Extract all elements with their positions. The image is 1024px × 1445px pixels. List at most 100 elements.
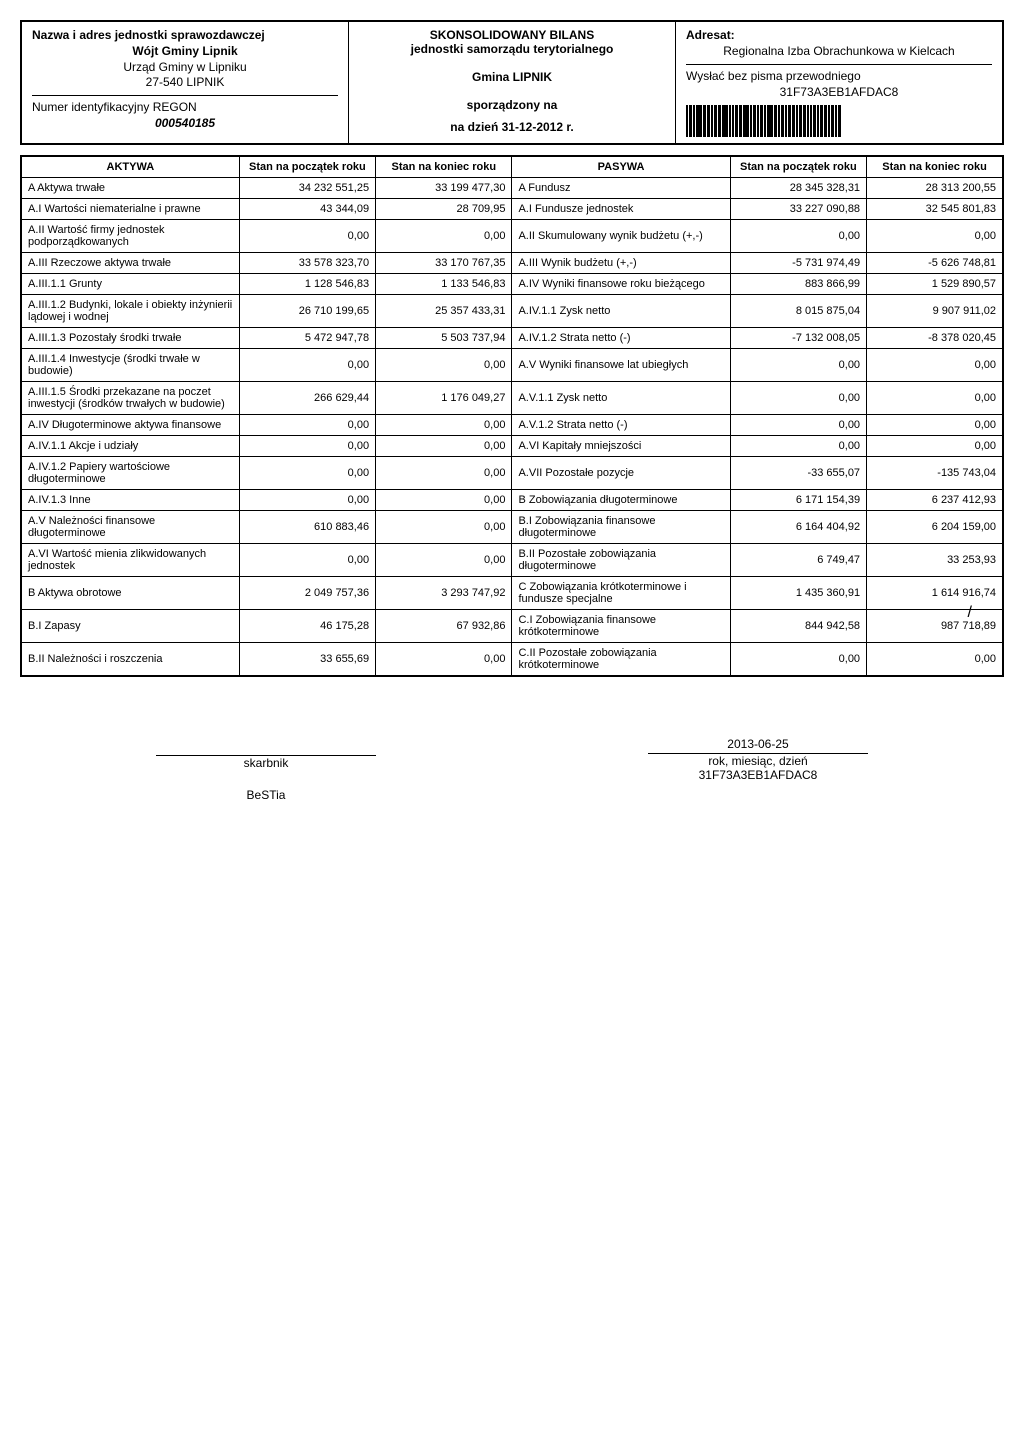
cell-aktywa-pocz: 33 655,69 bbox=[239, 643, 375, 677]
th-pasywa: PASYWA bbox=[512, 156, 730, 178]
cell-pasywa-label: B Zobowiązania długoterminowe bbox=[512, 490, 730, 511]
cell-aktywa-pocz: 266 629,44 bbox=[239, 382, 375, 415]
cell-aktywa-label: A.III.1.3 Pozostały środki trwałe bbox=[21, 328, 239, 349]
cell-pasywa-kon: 28 313 200,55 bbox=[867, 178, 1003, 199]
table-row: A.III Rzeczowe aktywa trwałe33 578 323,7… bbox=[21, 253, 1003, 274]
cell-aktywa-pocz: 43 344,09 bbox=[239, 199, 375, 220]
cell-aktywa-label: A.V Należności finansowe długoterminowe bbox=[21, 511, 239, 544]
cell-pasywa-label: A.IV.1.1 Zysk netto bbox=[512, 295, 730, 328]
cell-aktywa-pocz: 26 710 199,65 bbox=[239, 295, 375, 328]
header-left: Nazwa i adres jednostki sprawozdawczej W… bbox=[22, 22, 349, 143]
cell-pasywa-pocz: 883 866,99 bbox=[730, 274, 866, 295]
cell-aktywa-label: B.II Należności i roszczenia bbox=[21, 643, 239, 677]
table-row: B.II Należności i roszczenia33 655,690,0… bbox=[21, 643, 1003, 677]
cell-aktywa-pocz: 0,00 bbox=[239, 349, 375, 382]
cell-pasywa-kon: 6 237 412,93 bbox=[867, 490, 1003, 511]
skarbnik-label: skarbnik bbox=[156, 756, 376, 770]
cell-aktywa-pocz: 34 232 551,25 bbox=[239, 178, 375, 199]
cell-pasywa-kon: 0,00 bbox=[867, 643, 1003, 677]
footer-left: skarbnik BeSTia bbox=[156, 737, 376, 802]
th-stanpocz-a: Stan na początek roku bbox=[239, 156, 375, 178]
cell-aktywa-pocz: 0,00 bbox=[239, 457, 375, 490]
table-row: A.II Wartość firmy jednostek podporządko… bbox=[21, 220, 1003, 253]
cell-aktywa-label: A.III.1.4 Inwestycje (środki trwałe w bu… bbox=[21, 349, 239, 382]
regon-value: 000540185 bbox=[32, 116, 338, 130]
adresat-value: Regionalna Izba Obrachunkowa w Kielcach bbox=[686, 44, 992, 58]
adresat-label: Adresat: bbox=[686, 28, 992, 42]
table-row: A.III.1.5 Środki przekazane na poczet in… bbox=[21, 382, 1003, 415]
cell-pasywa-pocz: 28 345 328,31 bbox=[730, 178, 866, 199]
th-aktywa: AKTYWA bbox=[21, 156, 239, 178]
cell-aktywa-kon: 3 293 747,92 bbox=[376, 577, 512, 610]
cell-pasywa-kon: 9 907 911,02 bbox=[867, 295, 1003, 328]
th-stanpocz-p: Stan na początek roku bbox=[730, 156, 866, 178]
header-code: 31F73A3EB1AFDAC8 bbox=[686, 85, 992, 99]
bestia-label: BeSTia bbox=[156, 788, 376, 802]
cell-pasywa-kon: 0,00 bbox=[867, 415, 1003, 436]
cell-aktywa-label: A.III.1.5 Środki przekazane na poczet in… bbox=[21, 382, 239, 415]
table-row: A.IV.1.1 Akcje i udziały0,000,00A.VI Kap… bbox=[21, 436, 1003, 457]
cell-pasywa-label: A.V Wyniki finansowe lat ubiegłych bbox=[512, 349, 730, 382]
th-stankon-a: Stan na koniec roku bbox=[376, 156, 512, 178]
cell-aktywa-pocz: 5 472 947,78 bbox=[239, 328, 375, 349]
cell-pasywa-label: A.IV Wyniki finansowe roku bieżącego bbox=[512, 274, 730, 295]
cell-aktywa-label: A.III Rzeczowe aktywa trwałe bbox=[21, 253, 239, 274]
cell-aktywa-kon: 0,00 bbox=[376, 436, 512, 457]
th-stankon-p: Stan na koniec roku bbox=[867, 156, 1003, 178]
document-footer: skarbnik BeSTia 2013-06-25 rok, miesiąc,… bbox=[20, 737, 1004, 802]
table-row: A.VI Wartość mienia zlikwidowanych jedno… bbox=[21, 544, 1003, 577]
cell-aktywa-kon: 1 176 049,27 bbox=[376, 382, 512, 415]
table-row: A.III.1.1 Grunty1 128 546,831 133 546,83… bbox=[21, 274, 1003, 295]
cell-pasywa-pocz: 0,00 bbox=[730, 436, 866, 457]
cell-aktywa-pocz: 0,00 bbox=[239, 436, 375, 457]
cell-pasywa-kon: -135 743,04 bbox=[867, 457, 1003, 490]
cell-aktywa-pocz: 610 883,46 bbox=[239, 511, 375, 544]
wyslac-label: Wysłać bez pisma przewodniego bbox=[686, 64, 992, 83]
header-center: SKONSOLIDOWANY BILANS jednostki samorząd… bbox=[349, 22, 676, 143]
table-row: B.I Zapasy46 175,2867 932,86C.I Zobowiąz… bbox=[21, 610, 1003, 643]
cell-aktywa-kon: 0,00 bbox=[376, 220, 512, 253]
table-row: A.I Wartości niematerialne i prawne43 34… bbox=[21, 199, 1003, 220]
footer-date: 2013-06-25 bbox=[648, 737, 868, 751]
cell-aktywa-label: A.IV.1.3 Inne bbox=[21, 490, 239, 511]
table-row: B Aktywa obrotowe2 049 757,363 293 747,9… bbox=[21, 577, 1003, 610]
cell-aktywa-kon: 0,00 bbox=[376, 457, 512, 490]
cell-aktywa-kon: 28 709,95 bbox=[376, 199, 512, 220]
cell-pasywa-pocz: 0,00 bbox=[730, 643, 866, 677]
cell-aktywa-kon: 0,00 bbox=[376, 643, 512, 677]
cell-pasywa-label: A.V.1.1 Zysk netto bbox=[512, 382, 730, 415]
nadzien-label: na dzień 31-12-2012 r. bbox=[359, 120, 665, 134]
cell-aktywa-kon: 1 133 546,83 bbox=[376, 274, 512, 295]
cell-pasywa-kon: 0,00 bbox=[867, 436, 1003, 457]
cell-pasywa-label: B.I Zobowiązania finansowe długoterminow… bbox=[512, 511, 730, 544]
cell-aktywa-kon: 0,00 bbox=[376, 511, 512, 544]
cell-pasywa-label: C.II Pozostałe zobowiązania krótkotermin… bbox=[512, 643, 730, 677]
cell-pasywa-pocz: 0,00 bbox=[730, 382, 866, 415]
cell-aktywa-label: A Aktywa trwałe bbox=[21, 178, 239, 199]
table-row: A.III.1.2 Budynki, lokale i obiekty inży… bbox=[21, 295, 1003, 328]
cell-pasywa-label: A.VII Pozostałe pozycje bbox=[512, 457, 730, 490]
sporzadzony-label: sporządzony na bbox=[359, 98, 665, 112]
table-row: A.IV.1.2 Papiery wartościowe długotermin… bbox=[21, 457, 1003, 490]
cell-pasywa-label: A.II Skumulowany wynik budżetu (+,-) bbox=[512, 220, 730, 253]
cell-pasywa-pocz: 33 227 090,88 bbox=[730, 199, 866, 220]
cell-pasywa-kon: 1 529 890,57 bbox=[867, 274, 1003, 295]
cell-aktywa-kon: 5 503 737,94 bbox=[376, 328, 512, 349]
cell-pasywa-pocz: 6 164 404,92 bbox=[730, 511, 866, 544]
cell-aktywa-kon: 25 357 433,31 bbox=[376, 295, 512, 328]
cell-pasywa-kon: 0,00 bbox=[867, 349, 1003, 382]
cell-aktywa-kon: 0,00 bbox=[376, 349, 512, 382]
addr-line1: Urząd Gminy w Lipniku bbox=[32, 60, 338, 74]
cell-pasywa-kon: -8 378 020,45 bbox=[867, 328, 1003, 349]
table-row: A Aktywa trwałe34 232 551,2533 199 477,3… bbox=[21, 178, 1003, 199]
cell-pasywa-label: A.I Fundusze jednostek bbox=[512, 199, 730, 220]
cell-pasywa-label: A.III Wynik budżetu (+,-) bbox=[512, 253, 730, 274]
document-header: Nazwa i adres jednostki sprawozdawczej W… bbox=[20, 20, 1004, 145]
cell-pasywa-pocz: 0,00 bbox=[730, 415, 866, 436]
cell-aktywa-label: B.I Zapasy bbox=[21, 610, 239, 643]
cell-pasywa-label: A Fundusz bbox=[512, 178, 730, 199]
cell-aktywa-label: A.IV Długoterminowe aktywa finansowe bbox=[21, 415, 239, 436]
bilans-title2: jednostki samorządu terytorialnego bbox=[359, 42, 665, 56]
cell-pasywa-label: C Zobowiązania krótkoterminowe i fundusz… bbox=[512, 577, 730, 610]
table-row: A.IV.1.3 Inne0,000,00B Zobowiązania dług… bbox=[21, 490, 1003, 511]
